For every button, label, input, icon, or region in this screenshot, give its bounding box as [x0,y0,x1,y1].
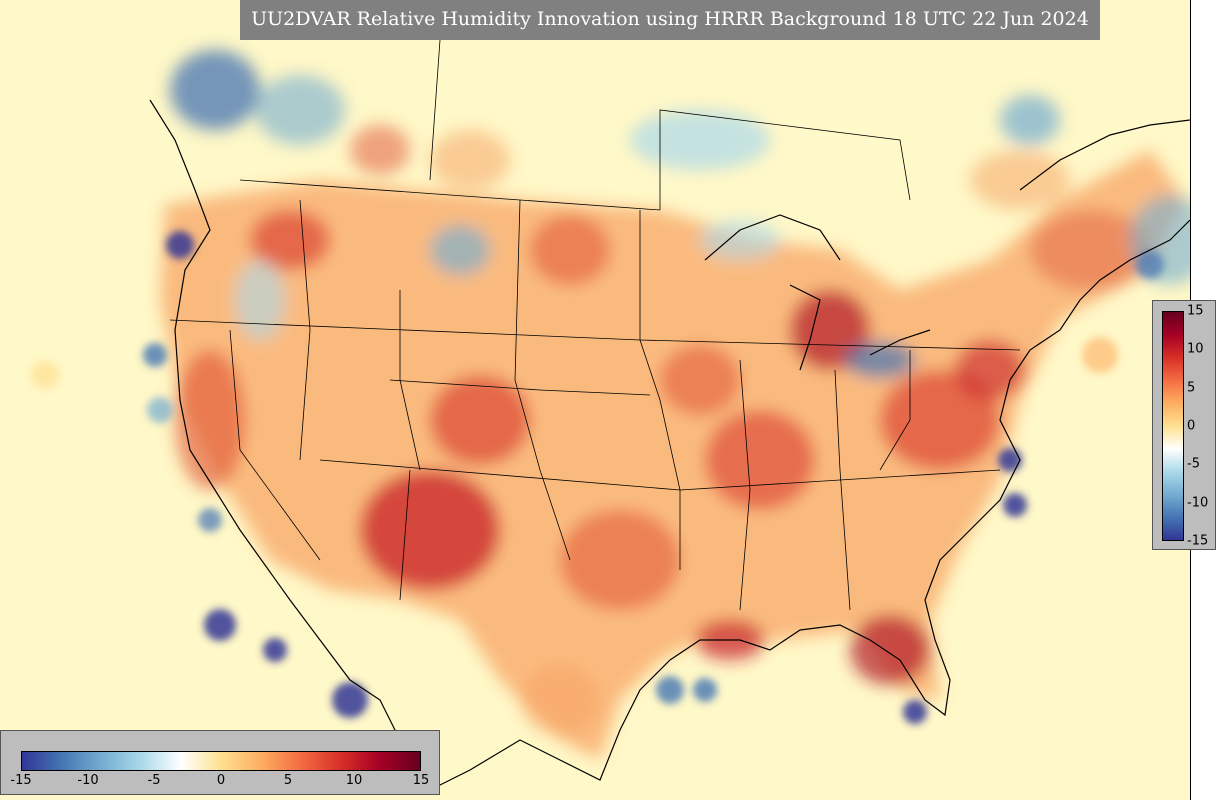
colorbar-tick: -15 [1187,533,1209,549]
humidity-field [31,39,1190,791]
colorbar-tick: 15 [1187,303,1204,319]
colorbar-tick: 5 [283,773,293,788]
colorbar-tick: 5 [1187,380,1196,396]
colorbar-gradient [21,751,421,771]
map-title: UU2DVAR Relative Humidity Innovation usi… [240,0,1100,40]
colorbar-tick: -10 [1187,495,1209,511]
colorbar-tick: 0 [1187,418,1196,434]
state-borders [169,39,1021,611]
map-panel [0,0,1191,800]
colorbar-tick: -5 [1187,456,1200,472]
ocean-blobs [31,231,1164,724]
colorbar-gradient [1162,311,1184,541]
colorbar-tick: -10 [77,773,99,788]
colorbar-right: 15 10 5 0 -5 -10 -15 [1152,300,1216,550]
colorbar-tick: -15 [10,773,32,788]
colorbar-tick: 15 [412,773,430,788]
colorbar-tick: 10 [345,773,363,788]
colorbar-tick: 0 [216,773,226,788]
innovation-patches [160,50,1190,760]
coastlines [149,99,1190,791]
colorbar-bottom: -15 -10 -5 0 5 10 15 [0,730,440,795]
colorbar-tick: 10 [1187,341,1204,357]
colorbar-tick: -5 [147,773,161,788]
